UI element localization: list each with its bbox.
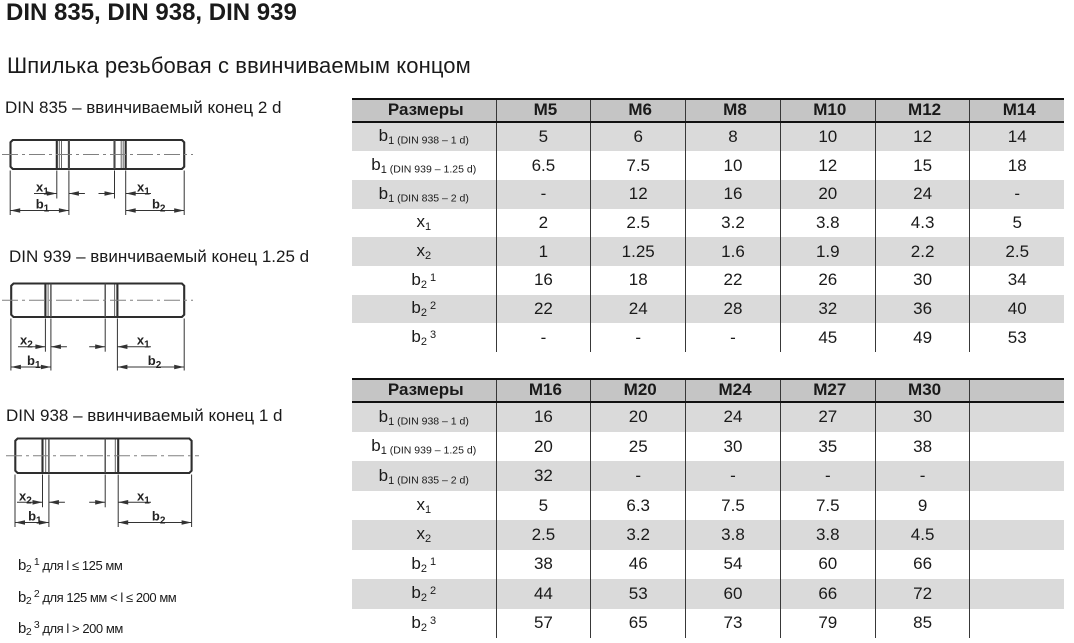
svg-text:b1: b1 <box>36 197 50 215</box>
svg-text:b2: b2 <box>152 197 166 215</box>
svg-text:x1: x1 <box>36 180 49 198</box>
svg-text:b1: b1 <box>27 353 41 371</box>
svg-text:b1: b1 <box>28 509 42 527</box>
svg-text:x1: x1 <box>137 333 150 351</box>
svg-text:x1: x1 <box>137 180 150 198</box>
svg-text:x1: x1 <box>137 488 150 506</box>
svg-text:x2: x2 <box>19 488 32 506</box>
svg-text:x2: x2 <box>20 333 33 351</box>
svg-text:b2: b2 <box>148 353 162 371</box>
svg-text:b2: b2 <box>152 509 166 527</box>
